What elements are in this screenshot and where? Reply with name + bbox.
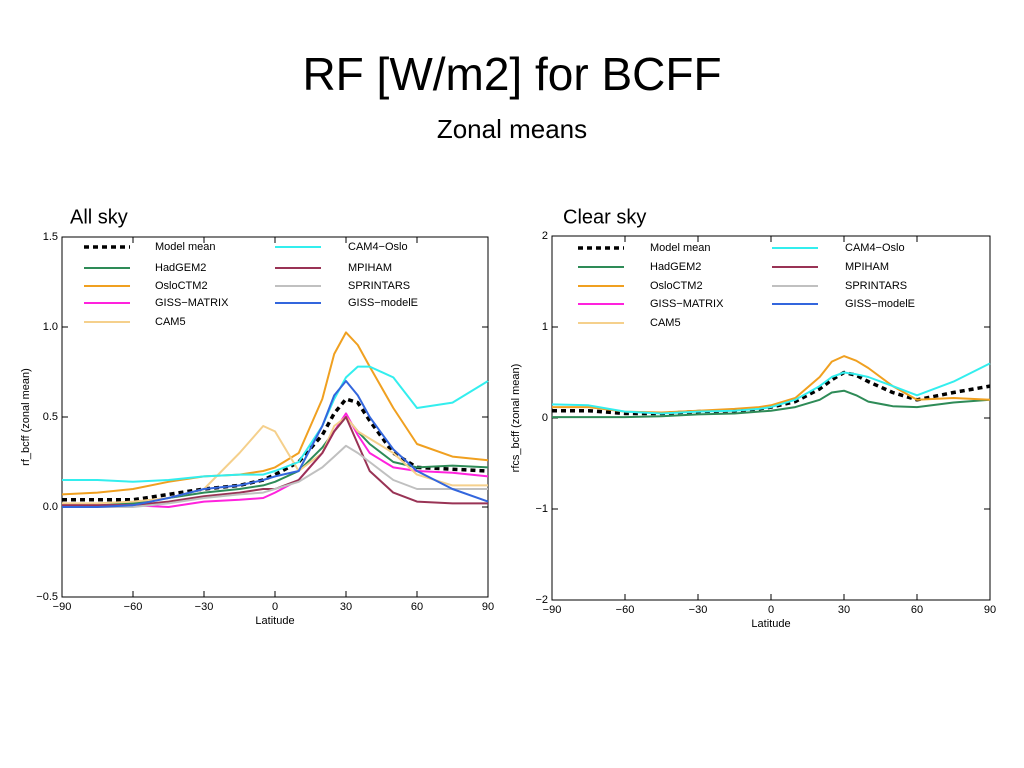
legend-label: CAM5 <box>155 316 186 328</box>
legend-label: GISS−MATRIX <box>155 297 229 309</box>
x-tick-label: 90 <box>984 604 996 616</box>
legend-label: GISS−MATRIX <box>650 298 724 310</box>
series-line <box>62 412 489 508</box>
series-line <box>552 389 991 419</box>
legend-label: OsloCTM2 <box>155 280 208 292</box>
x-tick-label: 90 <box>482 601 494 613</box>
y-tick-label: −2 <box>535 594 548 606</box>
x-tick-label: 30 <box>340 601 352 613</box>
y-tick-label: 2 <box>542 230 548 242</box>
plot-frame <box>61 236 489 598</box>
y-tick-label: 0 <box>542 412 548 424</box>
series-line <box>62 416 488 507</box>
series-line <box>62 444 488 508</box>
legend-label: HadGEM2 <box>650 261 701 273</box>
y-tick-label: 1.0 <box>43 321 58 333</box>
x-tick-label: −60 <box>616 604 635 616</box>
x-axis-label: Latitude <box>255 615 294 627</box>
series-line <box>551 362 991 415</box>
legend-label: CAM5 <box>650 317 681 329</box>
legend-label: SPRINTARS <box>348 280 410 292</box>
x-tick-label: −90 <box>543 604 562 616</box>
y-tick-label: 0.5 <box>43 411 58 423</box>
legend-label: HadGEM2 <box>155 262 206 274</box>
y-axis-label: rf_bcff (zonal mean) <box>20 368 32 466</box>
y-tick-label: 1 <box>542 321 548 333</box>
x-tick-label: −90 <box>53 601 72 613</box>
y-tick-label: 1.5 <box>43 231 58 243</box>
x-tick-label: −30 <box>689 604 708 616</box>
x-tick-label: 0 <box>272 601 278 613</box>
legend-label: CAM4−Oslo <box>348 241 408 253</box>
legend-label: MPIHAM <box>845 261 889 273</box>
x-tick-label: 60 <box>411 601 423 613</box>
legend-label: GISS−modelE <box>845 298 915 310</box>
chart-title: All sky <box>70 206 128 228</box>
chart-title: Clear sky <box>563 206 646 228</box>
y-tick-label: −0.5 <box>36 591 58 603</box>
series-line <box>552 355 991 414</box>
x-axis-label: Latitude <box>751 618 790 630</box>
x-tick-label: 0 <box>768 604 774 616</box>
y-axis-label: rfcs_bcff (zonal mean) <box>510 364 522 473</box>
legend-label: GISS−modelE <box>348 297 418 309</box>
legend-label: OsloCTM2 <box>650 280 703 292</box>
x-tick-label: −30 <box>195 601 214 613</box>
legend-label: SPRINTARS <box>845 280 907 292</box>
series-line <box>62 365 489 483</box>
series-line <box>61 331 489 496</box>
slide-title: RF [W/m2] for BCFF <box>302 48 721 100</box>
series-line <box>62 380 489 508</box>
series-line <box>62 397 489 502</box>
x-tick-label: 60 <box>911 604 923 616</box>
legend-label: CAM4−Oslo <box>845 242 905 254</box>
legend-label: Model mean <box>650 242 711 254</box>
y-tick-label: 0.0 <box>43 501 58 513</box>
legend-label: Model mean <box>155 241 216 253</box>
slide-subtitle: Zonal means <box>437 114 587 144</box>
legend-label: MPIHAM <box>348 262 392 274</box>
x-tick-label: 30 <box>838 604 850 616</box>
x-tick-label: −60 <box>124 601 143 613</box>
y-tick-label: −1 <box>535 503 548 515</box>
